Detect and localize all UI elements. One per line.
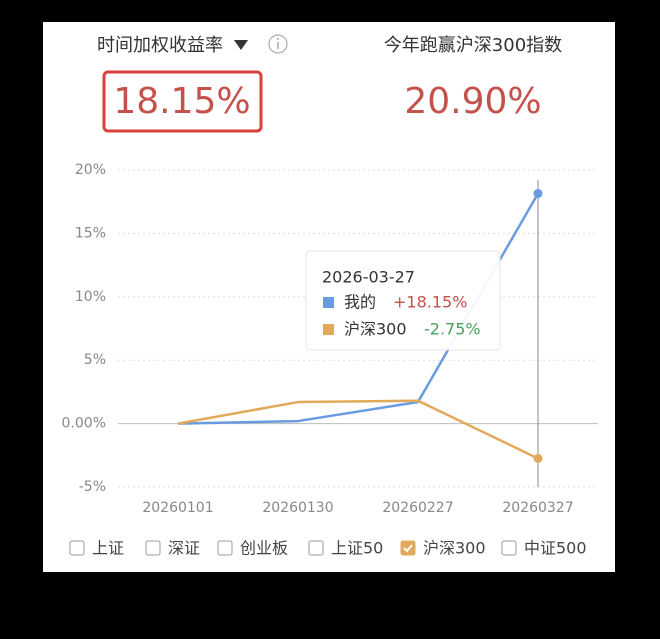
point-marker <box>533 453 543 463</box>
checkbox-label[interactable]: 上证 <box>92 539 124 558</box>
index-options: 上证 深证 创业板 上证50 沪深300 中证500 <box>69 539 587 558</box>
checkbox-label[interactable]: 深证 <box>168 539 200 558</box>
check-mark <box>403 544 413 553</box>
compare-value: 20.90% <box>404 81 541 122</box>
info-icon-dot <box>277 38 279 40</box>
dropdown-arrow[interactable] <box>234 40 248 50</box>
checkbox[interactable] <box>308 540 324 556</box>
tooltip-swatch <box>323 297 334 308</box>
checkbox-label[interactable]: 上证50 <box>331 539 383 558</box>
checkbox[interactable] <box>145 540 161 556</box>
checkbox[interactable] <box>217 540 233 556</box>
y-tick-label: 15% <box>75 225 106 241</box>
y-tick-label: 10% <box>75 289 106 305</box>
metric-value: 18.15% <box>113 81 250 122</box>
checkbox[interactable] <box>400 540 416 556</box>
checkbox-label[interactable]: 创业板 <box>240 539 288 558</box>
checkbox[interactable] <box>69 540 85 556</box>
series-line <box>177 399 539 460</box>
tooltip: 2026-03-27 我的 +18.15% 沪深300 -2.75% <box>305 250 501 351</box>
x-tick-label: 20260130 <box>262 500 333 516</box>
y-tick-label: 20% <box>75 162 106 178</box>
tooltip-swatch <box>323 324 334 335</box>
info-icon[interactable] <box>268 34 288 54</box>
x-tick-label: 20260327 <box>502 500 573 516</box>
tooltip-series-name: 我的 <box>344 293 376 312</box>
y-tick-label: 0.00% <box>62 416 106 432</box>
point-marker <box>533 188 543 198</box>
tooltip-value: +18.15% <box>393 293 467 312</box>
tooltip-value: -2.75% <box>424 320 481 339</box>
x-tick-label: 20260227 <box>382 500 453 516</box>
tooltip-series-name: 沪深300 <box>344 320 407 339</box>
tooltip-box <box>305 250 501 351</box>
checkbox-label[interactable]: 中证500 <box>524 539 587 558</box>
highlight-box <box>102 70 263 133</box>
metric-label[interactable]: 时间加权收益率 <box>97 35 223 56</box>
compare-label: 今年跑赢沪深300指数 <box>384 34 562 56</box>
y-tick-label: -5% <box>79 479 106 495</box>
plot: -5% 0.00% 5% 10% 15% 20% 20260101 20260130 20260… <box>62 162 598 516</box>
y-tick-label: 5% <box>84 352 106 368</box>
checkbox-label[interactable]: 沪深300 <box>423 539 486 558</box>
x-tick-label: 20260101 <box>142 500 213 516</box>
tooltip-date: 2026-03-27 <box>322 268 415 287</box>
checkbox[interactable] <box>501 540 517 556</box>
